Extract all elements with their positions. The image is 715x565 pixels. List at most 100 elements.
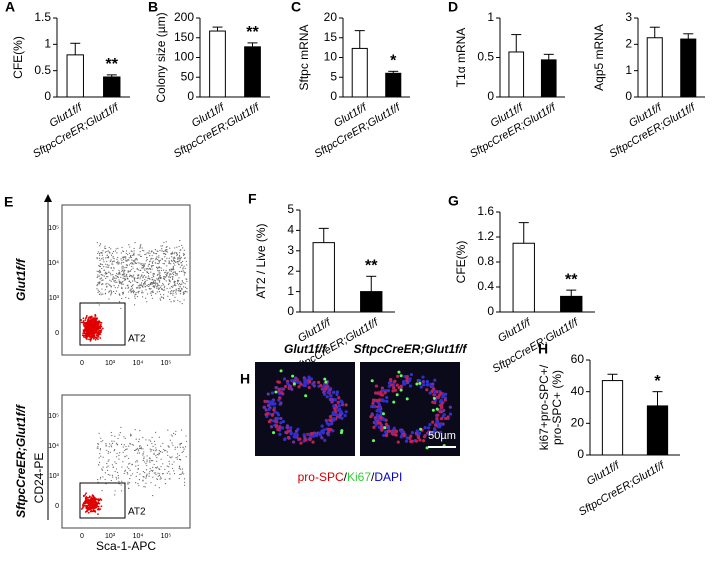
flow-event — [161, 248, 163, 250]
flow-event — [143, 263, 145, 265]
flow-event-at2 — [101, 327, 104, 330]
flow-event — [147, 252, 150, 254]
cell — [279, 421, 283, 425]
cell — [332, 404, 336, 408]
y-tick-label: 3 — [625, 10, 632, 24]
flow-event — [97, 251, 100, 253]
flow-event — [179, 446, 181, 448]
y-tick-label: 5 — [330, 69, 337, 83]
flow-event — [102, 440, 104, 442]
flow-event — [135, 475, 137, 477]
flow-event — [112, 274, 114, 276]
y-tick-label: 50 — [181, 69, 195, 83]
flow-event — [120, 258, 122, 260]
cell — [326, 431, 330, 435]
flow-event — [174, 251, 176, 254]
flow-event — [139, 269, 141, 272]
flow-event — [172, 276, 174, 278]
cell — [442, 408, 446, 413]
flow-event — [155, 293, 157, 295]
flow-event — [146, 271, 149, 274]
flow-event — [152, 272, 154, 275]
flow-event — [123, 274, 125, 276]
bar — [351, 47, 368, 98]
cell — [318, 431, 322, 435]
flow-x-tick: 10³ — [105, 533, 116, 540]
flow-event — [186, 264, 188, 266]
flow-event — [179, 459, 182, 461]
flow-event — [111, 261, 113, 263]
flow-event — [118, 279, 120, 281]
flow-event — [132, 292, 135, 294]
flow-event — [181, 451, 183, 454]
flow-event — [106, 264, 109, 266]
flow-event — [178, 465, 181, 467]
flow-event — [170, 290, 173, 292]
cell — [333, 408, 337, 412]
flow-event — [136, 461, 138, 463]
cell — [370, 412, 374, 416]
cell — [294, 429, 299, 433]
flow-event — [106, 285, 108, 287]
bar — [244, 46, 261, 98]
flow-y-tick: 10⁴ — [48, 443, 59, 450]
flow-event — [98, 432, 100, 434]
flow-event — [155, 467, 158, 469]
flow-event — [173, 300, 176, 302]
flow-event — [143, 274, 145, 277]
flow-event — [118, 454, 120, 457]
flow-event — [176, 446, 179, 448]
flow-event-at2 — [99, 333, 102, 336]
flow-event — [140, 244, 142, 246]
flow-event-at2 — [88, 316, 90, 319]
y-tick-label: 0.8 — [477, 254, 494, 268]
cell — [434, 423, 438, 427]
flow-event — [153, 273, 155, 275]
flow-event-at2 — [94, 336, 96, 339]
flow-event — [176, 453, 179, 455]
flow-event-at2 — [99, 324, 102, 327]
cell — [302, 376, 306, 380]
cell — [344, 403, 348, 407]
x-tick-label: SftpcCreER;Glut1f/f — [491, 316, 581, 375]
flow-event — [142, 279, 144, 282]
ki67-cell — [381, 412, 385, 416]
cell — [281, 419, 285, 424]
flow-event — [179, 256, 181, 258]
flow-event — [115, 275, 117, 277]
x-tick-label: SftpcCreER;Glut1f/f — [577, 459, 667, 518]
flow-event — [166, 465, 168, 467]
flow-event — [166, 472, 168, 474]
flow-event — [112, 255, 114, 258]
flow-event — [149, 460, 151, 462]
bar — [508, 51, 525, 98]
flow-event — [178, 284, 180, 286]
flow-event — [158, 487, 160, 489]
ki67-cell — [383, 426, 387, 430]
flow-event — [121, 266, 123, 268]
flow-event-at2 — [87, 500, 90, 503]
cell — [397, 386, 401, 390]
flow-event — [178, 279, 180, 282]
cell — [379, 410, 383, 414]
flow-event — [128, 482, 131, 484]
flow-event — [168, 471, 170, 473]
flow-event — [130, 290, 132, 292]
flow-event-at2 — [92, 504, 95, 507]
cell — [337, 404, 341, 408]
flow-event — [178, 254, 181, 257]
flow-event — [122, 267, 124, 269]
flow-event — [180, 290, 182, 292]
flow-event — [168, 274, 171, 276]
flow-event — [165, 246, 167, 248]
cell — [425, 383, 430, 387]
flow-event-at2 — [97, 499, 100, 502]
flow-event — [153, 286, 155, 289]
flow-event — [102, 476, 104, 478]
flow-event — [97, 443, 99, 445]
panel-label: E — [4, 194, 13, 210]
cell — [280, 391, 284, 395]
flow-event — [169, 287, 171, 289]
flow-event — [182, 293, 184, 296]
x-tick-label: Glut1f/f — [585, 459, 623, 488]
